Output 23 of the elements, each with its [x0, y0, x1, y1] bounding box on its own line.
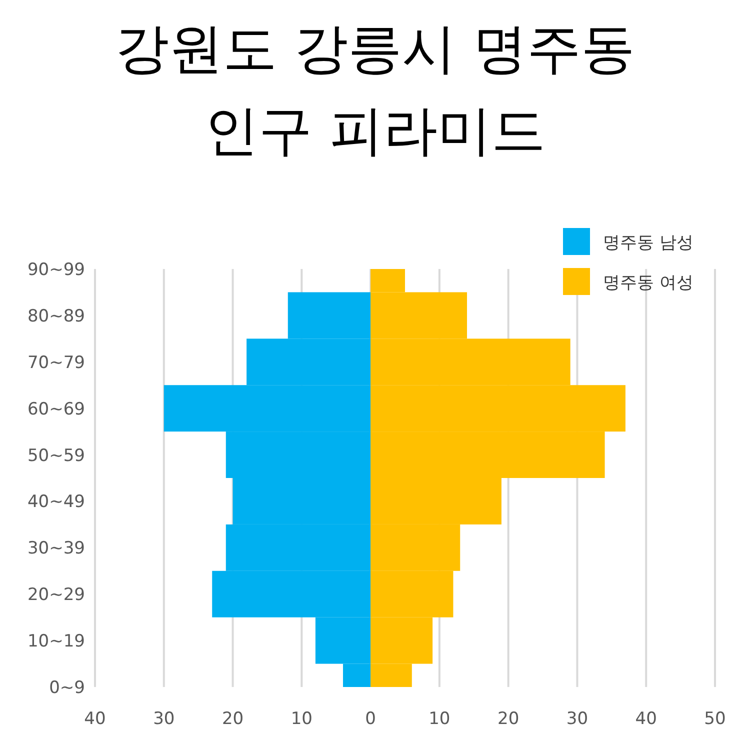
x-tick-label: 10 [290, 709, 312, 729]
y-tick-label: 20~29 [27, 585, 85, 606]
x-tick-label: 20 [498, 709, 520, 729]
y-tick-label: 10~19 [27, 632, 85, 652]
y-tick-label: 70~79 [27, 352, 85, 373]
y-tick-label: 40~49 [27, 492, 85, 512]
x-tick-label: 40 [635, 709, 657, 729]
x-tick-label: 10 [428, 709, 450, 729]
x-tick-label: 30 [153, 709, 175, 729]
chart-title: 강원도 강릉시 명주동 인구 피라미드 [114, 16, 636, 164]
y-tick-label: 80~89 [27, 306, 85, 326]
x-tick-label: 50 [704, 709, 726, 729]
x-tick-label: 40 [84, 709, 106, 729]
legend-label: 명주동 여성 [603, 273, 694, 293]
y-tick-label: 60~69 [27, 399, 85, 420]
y-tick-label: 90~99 [27, 260, 85, 280]
y-tick-label: 30~39 [27, 538, 85, 559]
y-tick-label: 0~9 [49, 678, 85, 698]
legend-label: 명주동 남성 [603, 233, 694, 253]
x-tick-label: 30 [566, 709, 588, 729]
x-tick-label: 20 [222, 709, 244, 729]
y-tick-label: 50~59 [27, 446, 85, 466]
x-tick-label: 0 [365, 709, 376, 729]
